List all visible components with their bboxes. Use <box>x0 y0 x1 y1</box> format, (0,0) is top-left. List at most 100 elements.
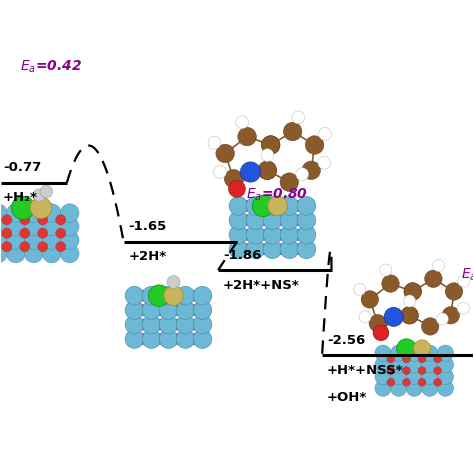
Circle shape <box>250 208 261 219</box>
Circle shape <box>42 204 61 222</box>
Circle shape <box>258 244 269 255</box>
Circle shape <box>437 313 448 325</box>
Circle shape <box>379 355 387 364</box>
Circle shape <box>404 283 421 300</box>
Circle shape <box>11 215 21 225</box>
Circle shape <box>458 275 470 287</box>
Circle shape <box>163 298 174 308</box>
Circle shape <box>434 378 441 386</box>
Circle shape <box>2 228 12 238</box>
Circle shape <box>425 270 442 288</box>
Circle shape <box>155 290 165 301</box>
Circle shape <box>60 204 79 222</box>
Circle shape <box>11 228 21 238</box>
Circle shape <box>402 378 410 386</box>
Circle shape <box>387 367 395 374</box>
Circle shape <box>125 330 144 348</box>
Circle shape <box>163 327 174 337</box>
Circle shape <box>229 197 248 215</box>
Circle shape <box>292 229 303 240</box>
Circle shape <box>441 355 450 364</box>
Circle shape <box>163 312 174 323</box>
Circle shape <box>297 240 316 259</box>
Circle shape <box>55 242 66 252</box>
Circle shape <box>38 242 48 252</box>
Circle shape <box>438 345 454 361</box>
Circle shape <box>7 204 25 222</box>
Circle shape <box>64 228 75 238</box>
Circle shape <box>442 307 460 324</box>
Circle shape <box>373 325 389 341</box>
Circle shape <box>229 226 248 244</box>
Circle shape <box>433 259 445 272</box>
Circle shape <box>391 368 407 384</box>
Circle shape <box>438 368 454 384</box>
Circle shape <box>7 217 25 236</box>
Circle shape <box>60 244 79 263</box>
Circle shape <box>29 228 39 238</box>
Circle shape <box>422 368 438 384</box>
Circle shape <box>284 237 295 247</box>
Circle shape <box>275 229 286 240</box>
Circle shape <box>283 122 302 141</box>
Circle shape <box>422 380 438 396</box>
Circle shape <box>189 290 200 301</box>
Circle shape <box>0 217 7 236</box>
Circle shape <box>129 327 140 337</box>
Circle shape <box>391 345 407 361</box>
Circle shape <box>445 283 463 300</box>
Circle shape <box>406 380 422 396</box>
Circle shape <box>0 242 3 252</box>
Circle shape <box>42 217 61 236</box>
Circle shape <box>382 275 399 292</box>
Circle shape <box>267 208 278 219</box>
Circle shape <box>292 244 303 255</box>
Circle shape <box>280 173 299 191</box>
Text: -2.56: -2.56 <box>327 334 365 346</box>
Circle shape <box>375 357 391 373</box>
Circle shape <box>250 222 261 233</box>
Circle shape <box>228 181 246 197</box>
Circle shape <box>7 244 25 263</box>
Circle shape <box>246 240 265 259</box>
Circle shape <box>275 201 286 211</box>
Circle shape <box>297 197 316 215</box>
Circle shape <box>47 215 57 225</box>
Circle shape <box>258 161 277 180</box>
Circle shape <box>241 229 252 240</box>
Circle shape <box>60 217 79 236</box>
Circle shape <box>263 211 282 230</box>
Circle shape <box>438 380 454 396</box>
Circle shape <box>180 327 191 337</box>
Circle shape <box>297 226 316 244</box>
Circle shape <box>280 211 299 230</box>
Circle shape <box>193 315 212 334</box>
Circle shape <box>47 242 57 252</box>
Circle shape <box>233 222 244 233</box>
Circle shape <box>246 211 265 230</box>
Circle shape <box>457 302 469 314</box>
Circle shape <box>142 330 161 348</box>
Circle shape <box>0 244 7 263</box>
Circle shape <box>216 144 235 163</box>
Circle shape <box>155 319 165 330</box>
Circle shape <box>410 355 419 364</box>
Circle shape <box>262 136 280 155</box>
Circle shape <box>241 201 252 211</box>
Circle shape <box>418 367 426 374</box>
Circle shape <box>280 240 299 259</box>
Circle shape <box>263 240 282 259</box>
Circle shape <box>20 215 30 225</box>
Circle shape <box>176 286 195 305</box>
Circle shape <box>0 231 7 249</box>
Circle shape <box>25 217 43 236</box>
Circle shape <box>275 244 286 255</box>
Text: $E_a$=0.42: $E_a$=0.42 <box>19 59 82 75</box>
Circle shape <box>369 314 386 332</box>
Circle shape <box>38 228 48 238</box>
Circle shape <box>224 170 243 188</box>
Circle shape <box>189 305 200 316</box>
Circle shape <box>176 330 195 348</box>
Circle shape <box>387 378 395 386</box>
Circle shape <box>64 242 75 252</box>
